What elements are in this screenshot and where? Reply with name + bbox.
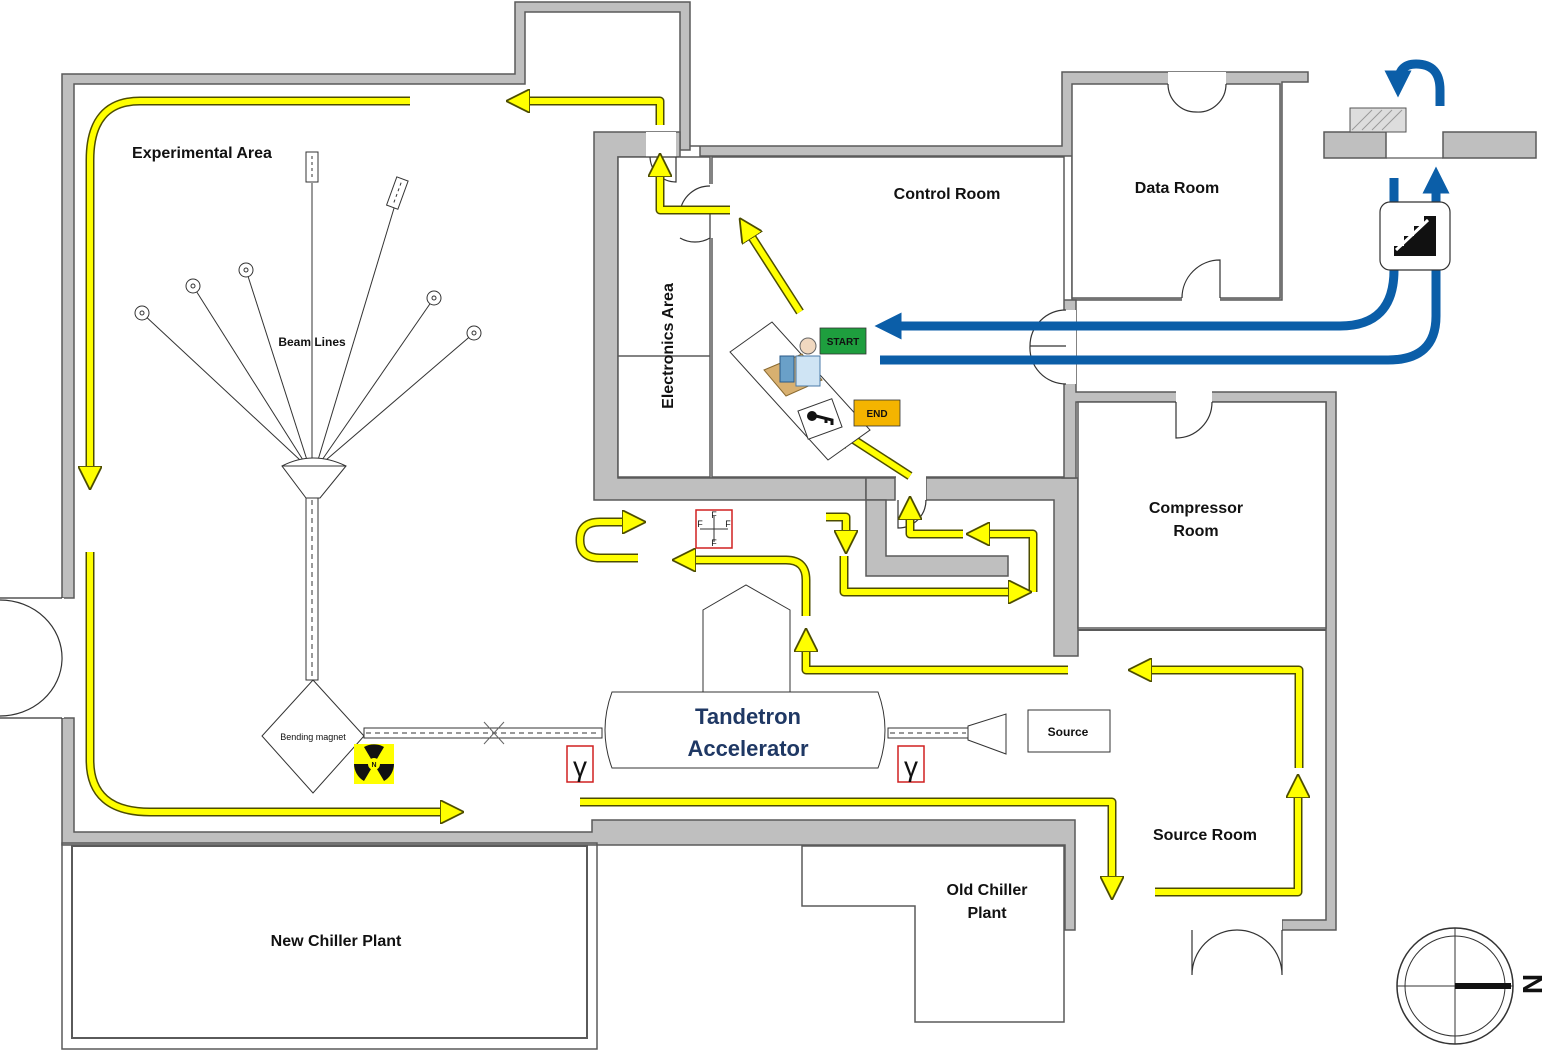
electronics-area-label: Electronics Area: [660, 283, 677, 409]
accelerator-label-1: Tandetron: [695, 704, 801, 729]
end-label: END: [866, 409, 887, 420]
old-chiller-label-1: Old Chiller: [947, 882, 1028, 899]
source-box: [1027, 709, 1111, 753]
evacuation-route: [90, 101, 1299, 892]
fluorine-label: F: [725, 519, 731, 529]
control-room: [711, 156, 1065, 478]
beam-line-endstation: [305, 151, 319, 183]
source-label: Source: [1048, 725, 1089, 739]
bending-magnet-label: Bending magnet: [280, 732, 346, 742]
room-labels: Experimental Area Beam Lines Control Roo…: [132, 145, 1257, 950]
north-label: N: [1517, 974, 1548, 994]
rooms: [61, 83, 1327, 1050]
source-room-label: Source Room: [1153, 827, 1257, 844]
control-room-label: Control Room: [894, 186, 1001, 203]
old-chiller-label-2: Plant: [967, 905, 1007, 922]
ion-source-cone: [967, 713, 1007, 755]
entry-route: [874, 59, 1450, 365]
accelerator-label-2: Accelerator: [687, 736, 809, 761]
beam-lines: [134, 151, 1007, 794]
new-chiller-plant-room: [71, 845, 588, 1039]
beam-lines-label: Beam Lines: [278, 335, 346, 349]
start-label: START: [827, 337, 860, 348]
stairs-icon: [1379, 201, 1451, 271]
gamma-symbol: γ: [573, 751, 587, 782]
bending-magnet: [261, 679, 365, 794]
compressor-room: [1077, 401, 1327, 629]
compressor-room-label-2: Room: [1173, 523, 1218, 540]
fluorine-hazard-icon: F F F F: [695, 509, 733, 549]
neutron-label: N: [371, 762, 376, 769]
compressor-room-label-1: Compressor: [1149, 500, 1243, 517]
start-badge: START: [819, 327, 867, 355]
end-badge: END: [853, 399, 901, 427]
gamma-icon: γ: [566, 745, 594, 783]
data-room: [1071, 83, 1281, 299]
gamma-icon: γ: [897, 745, 925, 783]
experimental-area-label: Experimental Area: [132, 145, 272, 162]
radiation-icon: N: [354, 744, 394, 784]
fluorine-label: F: [697, 519, 703, 529]
key-icon: [797, 398, 843, 440]
data-room-label: Data Room: [1135, 180, 1219, 197]
old-chiller-plant-room: [801, 845, 1065, 1023]
new-chiller-label: New Chiller Plant: [271, 933, 402, 950]
tandetron-accelerator: [604, 584, 886, 769]
fluorine-label: F: [711, 538, 717, 548]
compass-icon: N: [1396, 927, 1548, 1045]
u-turn-arrow-icon: [577, 522, 638, 561]
gamma-symbol: γ: [904, 751, 918, 782]
fluorine-label: F: [711, 510, 717, 520]
